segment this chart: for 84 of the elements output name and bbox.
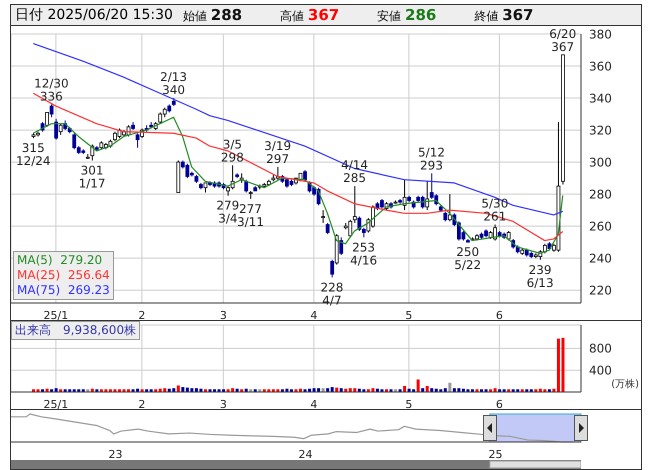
- x-tick-label: 2: [138, 308, 146, 322]
- bar: [371, 388, 374, 392]
- text: 終値 367: [474, 6, 534, 24]
- bar: [416, 379, 420, 392]
- y-tick-label: 320: [589, 123, 612, 138]
- candlestick: [45, 112, 49, 128]
- bar: [340, 388, 343, 392]
- candlestick: [443, 211, 448, 222]
- y-tick-label: 800: [589, 342, 612, 356]
- y-axis-title: (万株): [611, 378, 639, 391]
- annotation: 2/13 340: [160, 70, 188, 98]
- candlestick: [50, 104, 54, 118]
- candlestick: [72, 132, 76, 150]
- candlestick: [58, 123, 63, 136]
- text: 安値 286: [377, 6, 436, 24]
- text: 高値 367: [280, 6, 340, 24]
- annotation: 5/12 293: [418, 145, 445, 172]
- bar: [430, 388, 434, 392]
- text: MA(5) 279.20: [17, 253, 104, 268]
- candlestick: [330, 259, 334, 278]
- candlestick: [352, 186, 357, 224]
- y-tick-label: 380: [589, 27, 612, 42]
- bar: [172, 388, 176, 392]
- x-tick-label: 24: [298, 448, 312, 461]
- x-tick-label: 5: [405, 308, 412, 322]
- candlestick: [158, 112, 162, 124]
- bar: [403, 386, 406, 392]
- bar: [426, 386, 429, 392]
- annotation: 6/20 367: [549, 26, 576, 54]
- annotation: 277 3/11: [237, 202, 264, 229]
- y-tick-label: 340: [589, 91, 612, 106]
- bar: [90, 388, 94, 392]
- bar: [244, 388, 248, 392]
- annotation: 12/30 336: [34, 76, 69, 104]
- y-tick-label: 220: [589, 283, 612, 298]
- bar: [199, 388, 202, 392]
- y-tick-label: 360: [589, 59, 612, 74]
- bar: [322, 388, 325, 392]
- x-tick-label: 4: [310, 308, 318, 322]
- annotation: 239 6/13: [526, 262, 554, 290]
- candlestick: [321, 210, 326, 224]
- x-tick-label: 3: [220, 308, 227, 322]
- annotation: 253 4/16: [350, 240, 378, 268]
- y-tick-label: 400: [589, 363, 612, 378]
- x-tick-label: 25: [488, 448, 502, 461]
- bar: [236, 388, 239, 392]
- x-tick-label: 2: [138, 398, 146, 411]
- bar: [353, 388, 356, 392]
- annotation: 250 5/22: [454, 245, 482, 272]
- x-tick-label: 5: [405, 398, 412, 411]
- x-tick-label: 25/1: [44, 308, 68, 322]
- annotation: 279 3/4: [216, 198, 240, 226]
- bar: [46, 388, 49, 392]
- annotation: 315 12/24: [16, 141, 51, 168]
- text: MA(75) 269.23: [17, 283, 110, 298]
- bar: [448, 382, 452, 392]
- y-tick-label: 280: [589, 187, 612, 202]
- x-tick-label: 23: [108, 448, 122, 461]
- x-tick-label: 25/1: [44, 398, 68, 411]
- bar: [335, 388, 338, 392]
- candlestick: [54, 118, 58, 140]
- chart-title: 出来高 9,938,600株: [11, 321, 140, 340]
- annotation: 3/5 298: [220, 137, 244, 164]
- candlestick: [136, 132, 140, 148]
- candlestick: [204, 182, 208, 194]
- x-tick-label: 6: [496, 308, 503, 322]
- x-tick-label: 3: [220, 398, 227, 411]
- bar: [421, 388, 424, 392]
- x-tick-label: 4: [310, 398, 318, 411]
- candlestick: [326, 222, 330, 235]
- x-tick-label: 6: [496, 398, 503, 411]
- y-tick-label: 300: [589, 155, 612, 170]
- bar: [326, 388, 330, 392]
- bar: [176, 385, 180, 392]
- bar: [408, 388, 411, 392]
- annotation: 301 1/17: [78, 163, 106, 190]
- text: MA(25) 256.64: [17, 268, 110, 283]
- bar: [444, 388, 447, 392]
- text: 始値 288: [182, 6, 242, 24]
- y-tick-label: 240: [589, 251, 612, 266]
- annotation: 3/19 297: [264, 138, 292, 166]
- bar: [561, 338, 564, 392]
- y-tick-label: 260: [589, 219, 612, 234]
- chart-title: 日付 2025/06/20 15:30: [15, 6, 173, 24]
